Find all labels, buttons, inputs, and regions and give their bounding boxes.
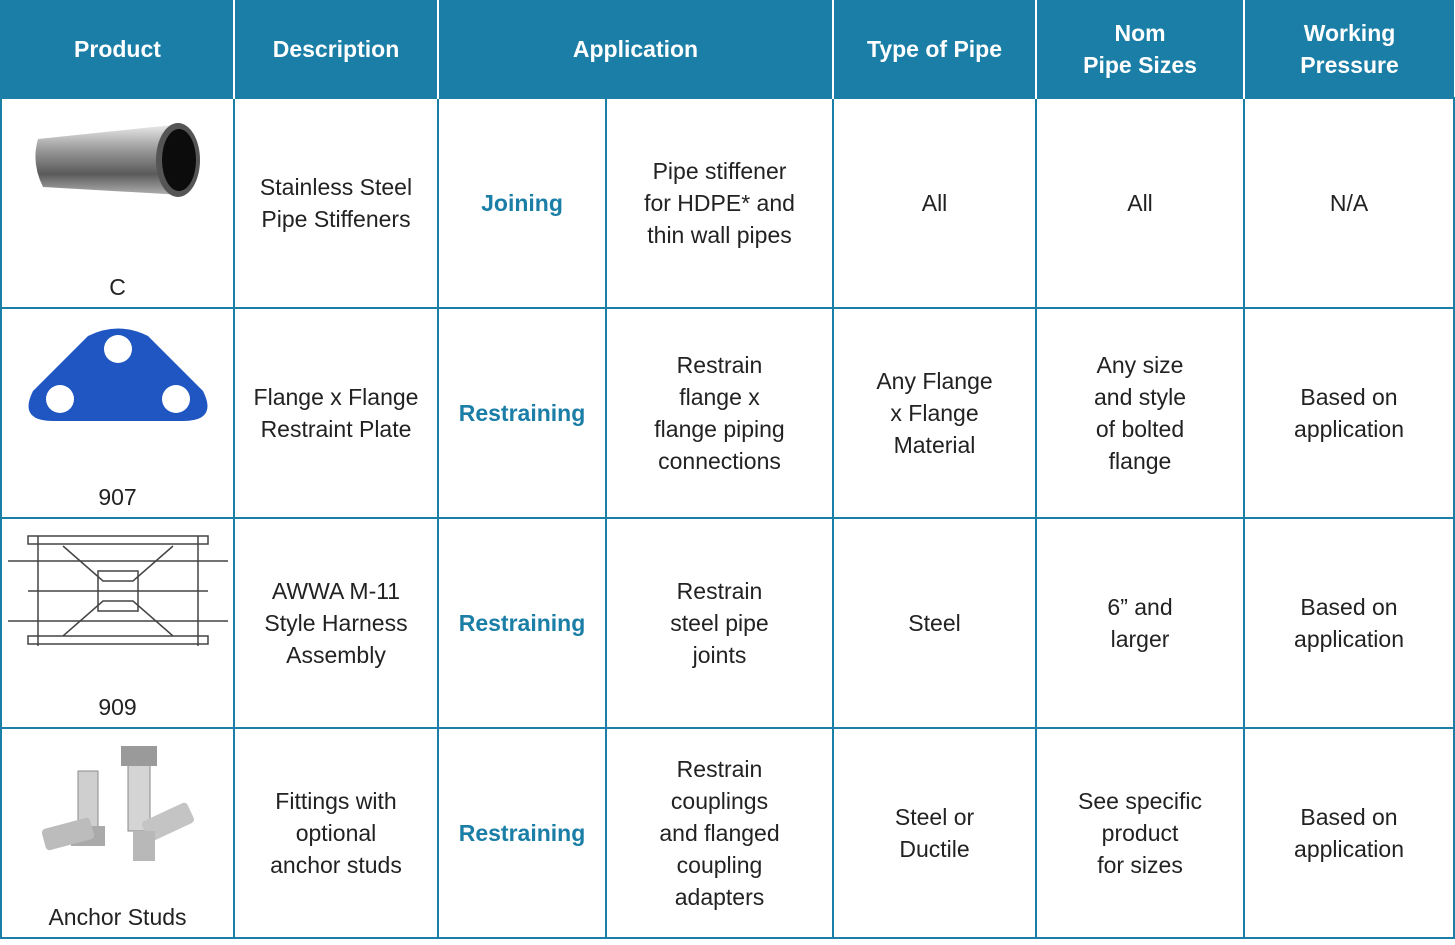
table-cell: 6” and larger	[1035, 517, 1246, 729]
table-row: 909 AWWA M-11 Style Harness Assembly Restr…	[0, 517, 1455, 729]
header-row: Product Description Application Type of Pip…	[0, 0, 1455, 98]
table-cell: All	[1035, 97, 1246, 309]
product-name: C	[109, 274, 126, 300]
table-cell: 907	[0, 307, 235, 519]
table-row: Anchor Studs Fittings with optional ancho…	[0, 727, 1455, 939]
table-cell: Pipe stiffener for HDPE* and thin wall p…	[604, 97, 835, 309]
product-image	[33, 729, 203, 879]
table-cell: See specific product for sizes	[1035, 727, 1246, 939]
table-cell: Based on application	[1243, 307, 1455, 519]
header-cell: Application	[436, 0, 834, 98]
product-cell: 907	[2, 309, 233, 517]
table-cell: All	[832, 97, 1038, 309]
table-cell: N/A	[1243, 97, 1455, 309]
application-category: Restraining	[437, 517, 607, 729]
header-cell: Description	[233, 0, 438, 98]
table-cell: Fittings with optional anchor studs	[233, 727, 439, 939]
table-cell: Any Flange x Flange Material	[832, 307, 1038, 519]
table-body: C Stainless Steel Pipe Stiffeners Joining P…	[0, 97, 1455, 939]
product-name: Anchor Studs	[48, 904, 187, 930]
product-cell: Anchor Studs	[2, 729, 233, 937]
application-category: Joining	[437, 97, 607, 309]
table-cell: C	[0, 97, 235, 309]
table-cell: Based on application	[1243, 517, 1455, 729]
product-image	[23, 99, 213, 219]
table-cell: Steel or Ductile	[832, 727, 1038, 939]
table-cell: 909	[0, 517, 235, 729]
header-cell: Product	[0, 0, 234, 98]
product-name: 907	[98, 484, 137, 510]
table-cell: Flange x Flange Restraint Plate	[233, 307, 439, 519]
table-cell: Restrain flange x flange piping connecti…	[604, 307, 835, 519]
table-cell: Restrain couplings and flanged coupling …	[604, 727, 835, 939]
product-name: 909	[98, 694, 137, 720]
product-image	[7, 519, 228, 659]
table-row: C Stainless Steel Pipe Stiffeners Joining P…	[0, 97, 1455, 309]
header-cell: Nom Pipe Sizes	[1035, 0, 1245, 98]
table-cell: AWWA M-11 Style Harness Assembly	[233, 517, 439, 729]
product-cell: C	[2, 99, 233, 307]
table-cell: Restrain steel pipe joints	[604, 517, 835, 729]
header-cell: Type of Pipe	[832, 0, 1037, 98]
table-cell: Steel	[832, 517, 1038, 729]
product-cell: 909	[2, 519, 233, 727]
product-image	[18, 309, 218, 439]
application-category: Restraining	[437, 727, 607, 939]
header-cell: Working Pressure	[1243, 0, 1455, 98]
application-category: Restraining	[437, 307, 607, 519]
table-cell: Anchor Studs	[0, 727, 235, 939]
table-cell: Based on application	[1243, 727, 1455, 939]
table-cell: Stainless Steel Pipe Stiffeners	[233, 97, 439, 309]
table-row: 907 Flange x Flange Restraint Plate Restra…	[0, 307, 1455, 519]
table-cell: Any size and style of bolted flange	[1035, 307, 1246, 519]
